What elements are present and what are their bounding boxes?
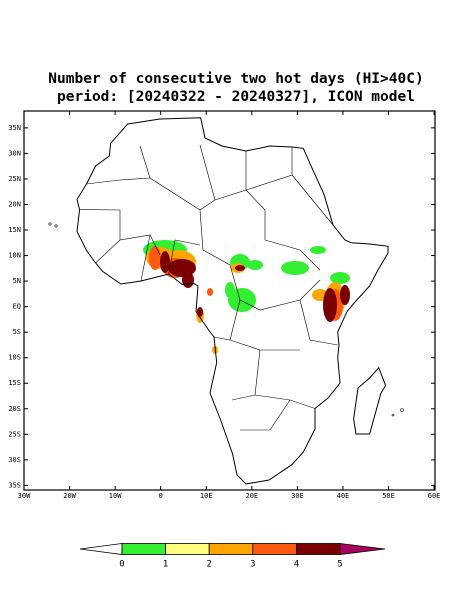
colorbar-box — [252, 543, 297, 555]
colorbar: 0 1 2 3 4 5 — [79, 543, 386, 570]
x-tick-label: 10E — [200, 492, 213, 500]
heat-patch — [340, 285, 350, 305]
x-tick-label: 30W — [18, 492, 31, 500]
heat-patch — [160, 251, 170, 273]
map-title: Number of consecutive two hot days (HI>4… — [48, 71, 423, 87]
islands — [48, 222, 404, 417]
y-tick-label: 20S — [8, 405, 21, 413]
y-tick-label: 20N — [8, 200, 21, 208]
colorbar-box — [121, 543, 166, 555]
y-tick-label: 10S — [8, 354, 21, 362]
colorbar-box — [208, 543, 254, 555]
heat-patch — [182, 272, 194, 288]
madagascar — [353, 366, 387, 435]
y-tick-label: 5S — [13, 328, 21, 336]
x-tick-label: 60E — [428, 492, 441, 500]
heat-patch — [197, 307, 203, 317]
y-tick-label: EQ — [13, 303, 21, 311]
heat-patch — [225, 282, 235, 298]
heat-patches — [143, 240, 350, 354]
heat-patch — [228, 288, 256, 312]
heat-patch — [310, 246, 326, 254]
y-tick-label: 35S — [8, 481, 21, 489]
heat-patch — [323, 288, 337, 322]
heat-patch — [207, 288, 213, 296]
heat-patch — [247, 260, 263, 270]
y-tick-label: 15S — [8, 379, 21, 387]
colorbar-box — [165, 543, 210, 555]
y-tick-label: 15N — [8, 226, 21, 234]
y-tick-label: 35N — [8, 124, 21, 132]
colorbar-label: 2 — [206, 560, 211, 570]
colorbar-label: 1 — [163, 560, 168, 570]
colorbar-label: 5 — [337, 560, 342, 570]
colorbar-label: 3 — [250, 560, 255, 570]
y-tick-label: 30N — [8, 149, 21, 157]
x-tick-label: 20E — [245, 492, 258, 500]
colorbar-high-arrow — [339, 543, 386, 555]
heat-patch — [235, 265, 245, 271]
x-tick-label: 20W — [63, 492, 76, 500]
y-tick-label: 25N — [8, 175, 21, 183]
colorbar-label: 4 — [294, 560, 299, 570]
colorbar-low-arrow — [79, 543, 123, 555]
colorbar-label: 0 — [119, 560, 124, 570]
axes: 30W 20W 10W 0 10E 20E 30E 40E 50E 60E 35N 30N 25N 20N… — [8, 111, 440, 500]
x-tick-label: 50E — [382, 492, 395, 500]
y-tick-label: 5N — [13, 277, 21, 285]
x-tick-label: 40E — [337, 492, 350, 500]
heat-patch — [281, 261, 309, 275]
map-subtitle: period: [20240322 - 20240327], ICON mode… — [57, 89, 415, 105]
x-tick-label: 30E — [291, 492, 304, 500]
country-borders — [79, 144, 338, 431]
heat-patch — [330, 272, 350, 284]
heat-patch — [149, 246, 161, 270]
y-tick-label: 25S — [8, 430, 21, 438]
africa-coastline — [76, 117, 389, 485]
colorbar-box — [295, 543, 341, 555]
x-tick-label: 10W — [109, 492, 122, 500]
y-tick-label: 10N — [8, 252, 21, 260]
plot-frame — [23, 110, 436, 491]
y-tick-label: 30S — [8, 456, 21, 464]
x-tick-label: 0 — [159, 492, 163, 500]
